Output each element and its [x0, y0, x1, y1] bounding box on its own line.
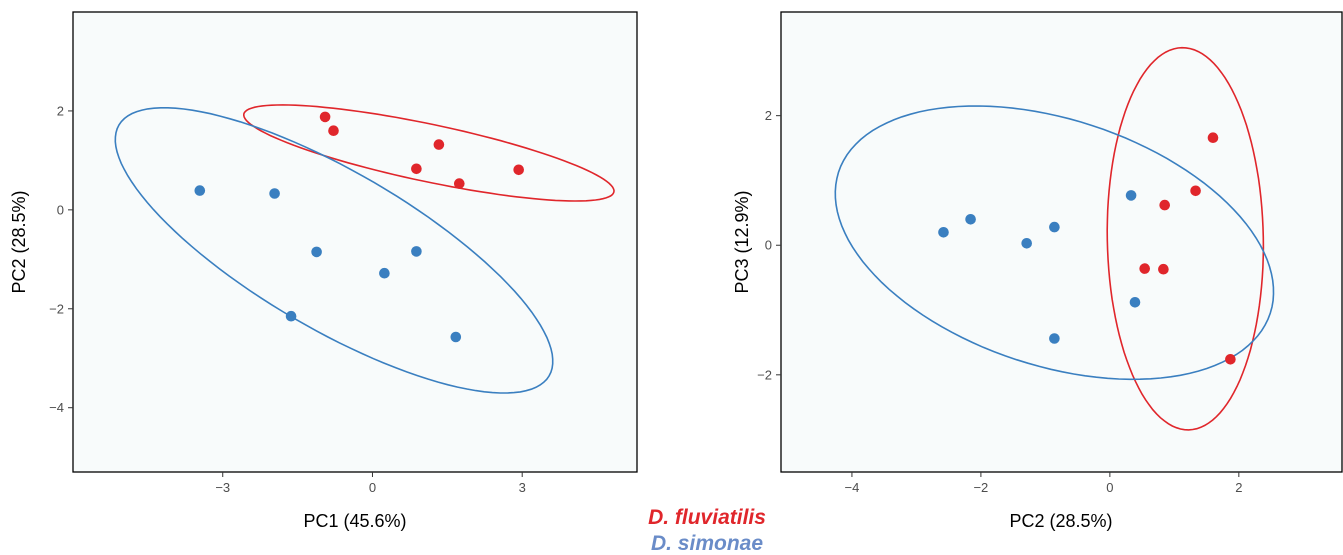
point-fluviatilis [1190, 185, 1201, 197]
data-points [194, 111, 524, 343]
point-fluviatilis [454, 178, 465, 189]
point-simonae [450, 331, 462, 343]
point-simonae [411, 246, 422, 257]
x-tick-label: 3 [519, 480, 526, 495]
legend: D. fluviatilis D. simonae [648, 506, 766, 555]
y-tick-label: −4 [49, 400, 64, 415]
point-simonae [1021, 238, 1032, 249]
point-fluviatilis [1139, 263, 1150, 274]
plot-area [72, 11, 638, 473]
ellipse-simonae [834, 105, 1275, 381]
legend-item-fluviatilis: D. fluviatilis [648, 506, 766, 529]
y-axis-ticks: 2 0 −2 −4 [49, 103, 73, 415]
y-axis-title: PC3 (12.9%) [732, 190, 752, 293]
x-axis-title: PC2 (28.5%) [1009, 511, 1112, 531]
x-tick-label: −3 [215, 480, 230, 495]
point-simonae [965, 214, 976, 225]
y-tick-label: 0 [765, 238, 772, 253]
point-simonae [1049, 221, 1060, 233]
x-tick-label: −2 [973, 480, 988, 495]
y-tick-label: 2 [765, 108, 772, 123]
point-simonae [269, 188, 280, 199]
point-fluviatilis [1207, 132, 1219, 143]
confidence-ellipses [114, 104, 615, 394]
point-simonae [285, 310, 297, 322]
point-simonae [379, 267, 390, 279]
point-fluviatilis [411, 163, 422, 175]
point-fluviatilis [328, 125, 339, 136]
point-simonae [311, 246, 322, 258]
y-tick-label: 2 [57, 103, 64, 118]
point-fluviatilis [433, 139, 445, 150]
confidence-ellipses [834, 46, 1275, 431]
point-simonae [1129, 297, 1141, 308]
x-tick-label: 2 [1235, 480, 1242, 495]
y-tick-label: −2 [49, 301, 64, 316]
x-tick-label: 0 [1106, 480, 1113, 495]
x-tick-label: −4 [845, 480, 860, 495]
point-fluviatilis [513, 164, 524, 176]
point-simonae [1049, 333, 1060, 344]
point-simonae [938, 227, 949, 238]
x-tick-label: 0 [369, 480, 376, 495]
x-axis-ticks: −3 0 3 [215, 472, 526, 495]
y-axis-ticks: 2 0 −2 [757, 108, 781, 382]
plot-area [780, 11, 1343, 473]
y-tick-label: 0 [57, 202, 64, 217]
point-fluviatilis [319, 111, 331, 123]
x-axis-ticks: −4 −2 0 2 [845, 472, 1242, 495]
ellipse-fluviatilis [243, 104, 615, 202]
x-axis-title: PC1 (45.6%) [303, 511, 406, 531]
point-simonae [194, 185, 206, 196]
y-tick-label: −2 [757, 367, 772, 382]
pca-panel-pc1-pc2: −3 0 3 2 0 −2 −4 PC1 (45.6%) PC2 (28.5%) [9, 11, 638, 531]
pca-panel-pc2-pc3: −4 −2 0 2 2 0 −2 PC2 (28.5%) PC3 (12.9%) [732, 11, 1343, 531]
point-fluviatilis [1158, 263, 1169, 275]
point-fluviatilis [1225, 354, 1236, 365]
ellipse-simonae [114, 107, 554, 394]
ellipse-fluviatilis [1106, 46, 1265, 431]
point-simonae [1125, 190, 1137, 201]
data-points [938, 132, 1236, 365]
y-axis-title: PC2 (28.5%) [9, 190, 29, 293]
legend-item-simonae: D. simonae [651, 532, 763, 555]
point-fluviatilis [1159, 199, 1170, 211]
